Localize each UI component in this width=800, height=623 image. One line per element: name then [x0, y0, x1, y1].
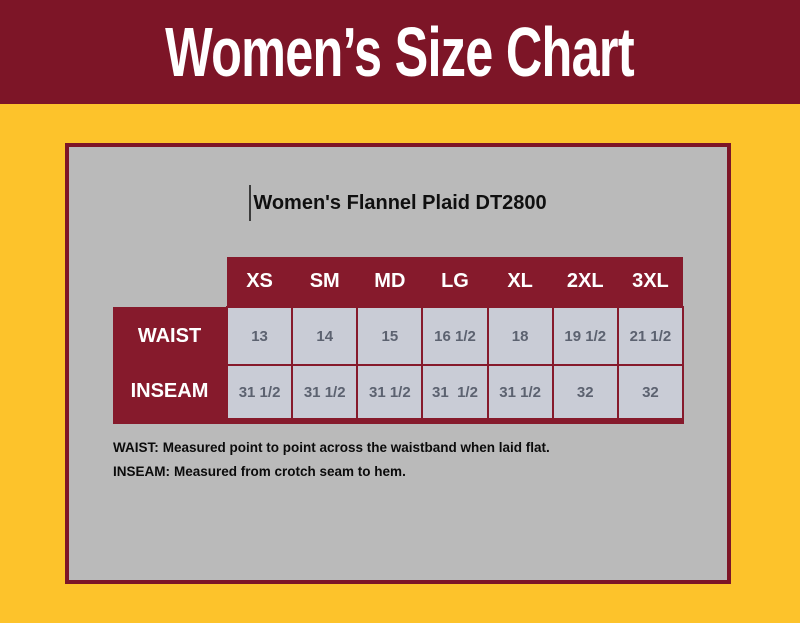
- table-row-inseam: INSEAM 31 1/2 31 1/2 31 1/2 31 1/2 31 1/…: [113, 364, 685, 424]
- size-column-header[interactable]: 2XL: [552, 257, 618, 307]
- inseam-value-md[interactable]: 31 1/2: [356, 364, 424, 424]
- corner-cell: [113, 257, 227, 307]
- size-column-header[interactable]: LG: [422, 257, 488, 307]
- note-inseam-term: INSEAM:: [113, 464, 170, 479]
- inseam-value-2xl[interactable]: 32: [551, 364, 619, 424]
- measurement-notes: WAIST: Measured point to point across the…: [113, 440, 550, 488]
- note-waist-term: WAIST:: [113, 440, 159, 455]
- waist-value-md[interactable]: 15: [356, 306, 424, 366]
- text-caret: [249, 185, 252, 221]
- waist-value-2xl[interactable]: 19 1/2: [551, 306, 619, 366]
- note-inseam[interactable]: INSEAM: Measured from crotch seam to hem.: [113, 464, 550, 479]
- size-chart-panel: Women's Flannel Plaid DT2800 XS SM MD LG…: [65, 143, 731, 584]
- inseam-value-xl[interactable]: 31 1/2: [486, 364, 554, 424]
- product-title-row: Women's Flannel Plaid DT2800: [69, 184, 727, 222]
- product-title[interactable]: Women's Flannel Plaid DT2800: [253, 191, 547, 214]
- note-inseam-text: Measured from crotch seam to hem.: [174, 464, 406, 479]
- size-table: XS SM MD LG XL 2XL 3XL WAIST 13 14 15 16…: [113, 257, 685, 424]
- waist-value-xl[interactable]: 18: [486, 306, 554, 366]
- inseam-value-3xl[interactable]: 32: [616, 364, 685, 424]
- note-waist-text: Measured point to point across the waist…: [162, 440, 550, 455]
- size-column-header[interactable]: SM: [292, 257, 358, 307]
- banner-title: Women’s Size Chart: [165, 13, 635, 91]
- size-column-header[interactable]: XL: [487, 257, 553, 307]
- title-banner: Women’s Size Chart: [0, 0, 800, 104]
- waist-value-sm[interactable]: 14: [291, 306, 359, 366]
- inseam-value-xs[interactable]: 31 1/2: [225, 364, 294, 424]
- row-label-inseam[interactable]: INSEAM: [113, 365, 227, 424]
- size-column-header[interactable]: 3XL: [617, 257, 683, 307]
- size-header-row: XS SM MD LG XL 2XL 3XL: [113, 257, 683, 307]
- size-column-header[interactable]: MD: [357, 257, 423, 307]
- note-waist[interactable]: WAIST: Measured point to point across the…: [113, 440, 550, 455]
- table-row-waist: WAIST 13 14 15 16 1/2 18 19 1/2 21 1/2: [113, 306, 685, 366]
- inseam-value-lg[interactable]: 31 1/2: [421, 364, 489, 424]
- waist-value-lg[interactable]: 16 1/2: [421, 306, 489, 366]
- waist-value-xs[interactable]: 13: [225, 306, 294, 366]
- inseam-value-sm[interactable]: 31 1/2: [291, 364, 359, 424]
- size-column-header[interactable]: XS: [227, 257, 293, 307]
- waist-value-3xl[interactable]: 21 1/2: [616, 306, 685, 366]
- row-label-waist[interactable]: WAIST: [113, 307, 227, 365]
